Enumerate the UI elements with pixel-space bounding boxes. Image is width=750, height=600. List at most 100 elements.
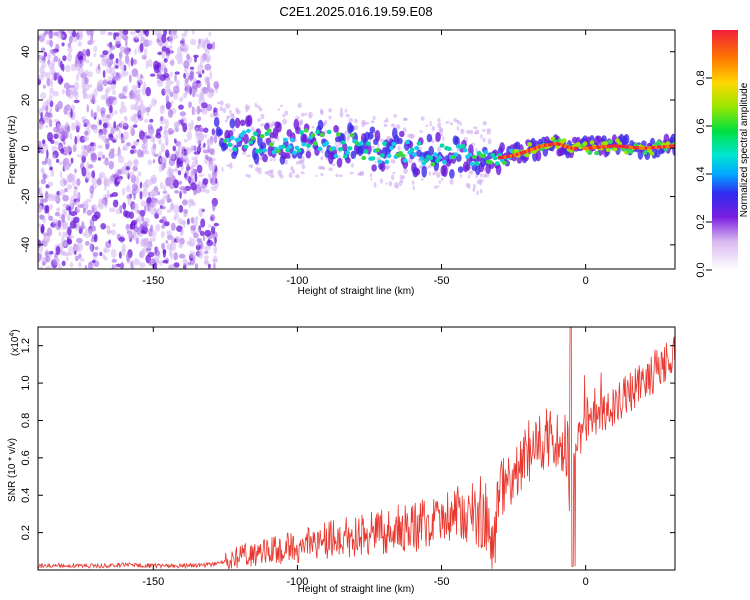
spectrogram-cell xyxy=(300,156,305,162)
spectrogram-cell xyxy=(88,84,93,88)
spectrogram-cell xyxy=(140,200,146,207)
spectrogram-cell xyxy=(492,155,498,161)
spectrogram-cell xyxy=(464,164,471,171)
spectrogram-cell xyxy=(481,153,486,158)
spectrogram-cell xyxy=(188,101,192,109)
spectrogram-cell xyxy=(630,145,634,149)
spectrogram-cell xyxy=(174,138,177,144)
spectrogram-cell xyxy=(657,145,661,149)
spectrogram-cell xyxy=(393,114,397,118)
spectrogram-cell xyxy=(416,141,422,146)
spectrogram-cell xyxy=(98,119,102,126)
spectrogram-cell xyxy=(78,225,83,230)
spectrogram-cell xyxy=(106,87,111,93)
spectrogram-cell xyxy=(186,163,190,170)
spectrogram-cell xyxy=(159,126,163,131)
spectrogram-cell xyxy=(109,66,116,77)
spectrogram-cell xyxy=(171,203,174,210)
spectrogram-cell xyxy=(157,51,163,56)
spectrogram-cell xyxy=(173,85,180,94)
spectrogram-cell xyxy=(295,174,300,179)
spectrogram-cell xyxy=(161,33,167,44)
spectrogram-cell xyxy=(435,131,441,142)
spectrogram-cell xyxy=(141,54,144,60)
spectrogram-cell xyxy=(129,31,136,36)
spectrogram-cell xyxy=(81,151,89,157)
spectrogram-cell xyxy=(45,255,51,263)
spectrogram-cell xyxy=(128,74,132,83)
spectrogram-cell xyxy=(147,128,154,136)
spectrogram-cell xyxy=(219,100,224,106)
spectrogram-cell xyxy=(568,146,572,150)
spectrogram-cell xyxy=(400,153,406,158)
spectrogram-cell xyxy=(544,143,548,147)
spectrogram-cell xyxy=(143,30,147,35)
spectrogram-cell xyxy=(38,206,42,214)
spectrogram-cell xyxy=(462,148,468,153)
spectrogram-cell xyxy=(166,234,173,241)
spectrogram-cell xyxy=(182,257,187,266)
spectrogram-cell xyxy=(86,104,90,113)
spectrogram-cell xyxy=(268,169,273,173)
spectrogram-cell xyxy=(45,265,52,269)
spectrogram-cell xyxy=(497,156,501,160)
spectrogram-cell xyxy=(178,242,183,249)
spectrogram-cell xyxy=(626,145,630,149)
spectrogram-cell xyxy=(118,129,122,140)
spectrogram-cell xyxy=(282,137,288,142)
spectrogram-cell xyxy=(91,259,96,264)
spectrogram-cell xyxy=(45,104,49,115)
spectrogram-cell xyxy=(90,39,96,44)
spectrogram-cell xyxy=(194,263,199,269)
spectrogram-cell xyxy=(158,260,163,266)
spectrogram-cell xyxy=(126,253,131,262)
spectrogram-cell xyxy=(344,130,348,136)
spectrogram-cell xyxy=(165,118,169,128)
spectrogram-cell xyxy=(135,30,141,33)
spectrogram-cell xyxy=(140,251,145,259)
x-tick-label: -150 xyxy=(142,275,164,287)
spectrogram-cell xyxy=(100,107,106,114)
spectrogram-cell xyxy=(183,138,188,143)
spectrogram-cell xyxy=(176,225,183,232)
spectrogram-cell xyxy=(46,149,49,159)
spectrogram-cell xyxy=(107,230,113,234)
spectrogram-cell xyxy=(596,145,600,149)
spectrogram-cell xyxy=(45,204,50,214)
spectrogram-cell xyxy=(137,106,142,116)
spectrogram-cell xyxy=(74,255,79,262)
spectrogram-cell xyxy=(403,168,408,175)
spectrogram-cell xyxy=(634,146,638,150)
spectrogram-cell xyxy=(112,139,117,143)
spectrogram-cell xyxy=(603,141,609,146)
spectrogram-cell xyxy=(442,165,448,177)
spectrogram-cell xyxy=(163,126,167,132)
spectrogram-cell xyxy=(419,130,423,133)
spectrogram-cell xyxy=(186,131,193,141)
spectrogram-cell xyxy=(123,116,127,121)
spectrogram-cell xyxy=(121,187,126,196)
spectrogram-cell xyxy=(207,263,211,269)
spectrogram-cell xyxy=(439,128,444,133)
spectrogram-cell xyxy=(250,126,255,132)
spectrogram-cell xyxy=(382,141,387,146)
spectrogram-cell xyxy=(113,32,116,41)
spectrogram-cell xyxy=(257,118,261,122)
spectrogram-cell xyxy=(59,178,67,187)
spectrogram-cell xyxy=(142,189,148,198)
spectrogram-cell xyxy=(638,146,642,150)
spectrogram-cell xyxy=(84,228,91,238)
spectrogram-cell xyxy=(602,145,606,149)
spectrogram-cell xyxy=(178,180,183,185)
spectrogram-cell xyxy=(40,112,43,119)
spectrogram-cell xyxy=(121,123,128,127)
colorbar-tick-label: 0.6 xyxy=(695,118,707,133)
spectrogram-cell xyxy=(210,185,217,192)
spectrogram-cell xyxy=(203,127,209,133)
spectrogram-cell xyxy=(298,120,304,125)
spectrogram-cell xyxy=(363,149,369,154)
spectrogram-cell xyxy=(153,64,161,74)
spectrogram-cell xyxy=(137,149,143,158)
spectrogram-cell xyxy=(295,116,300,120)
spectrogram-cell xyxy=(432,152,438,157)
